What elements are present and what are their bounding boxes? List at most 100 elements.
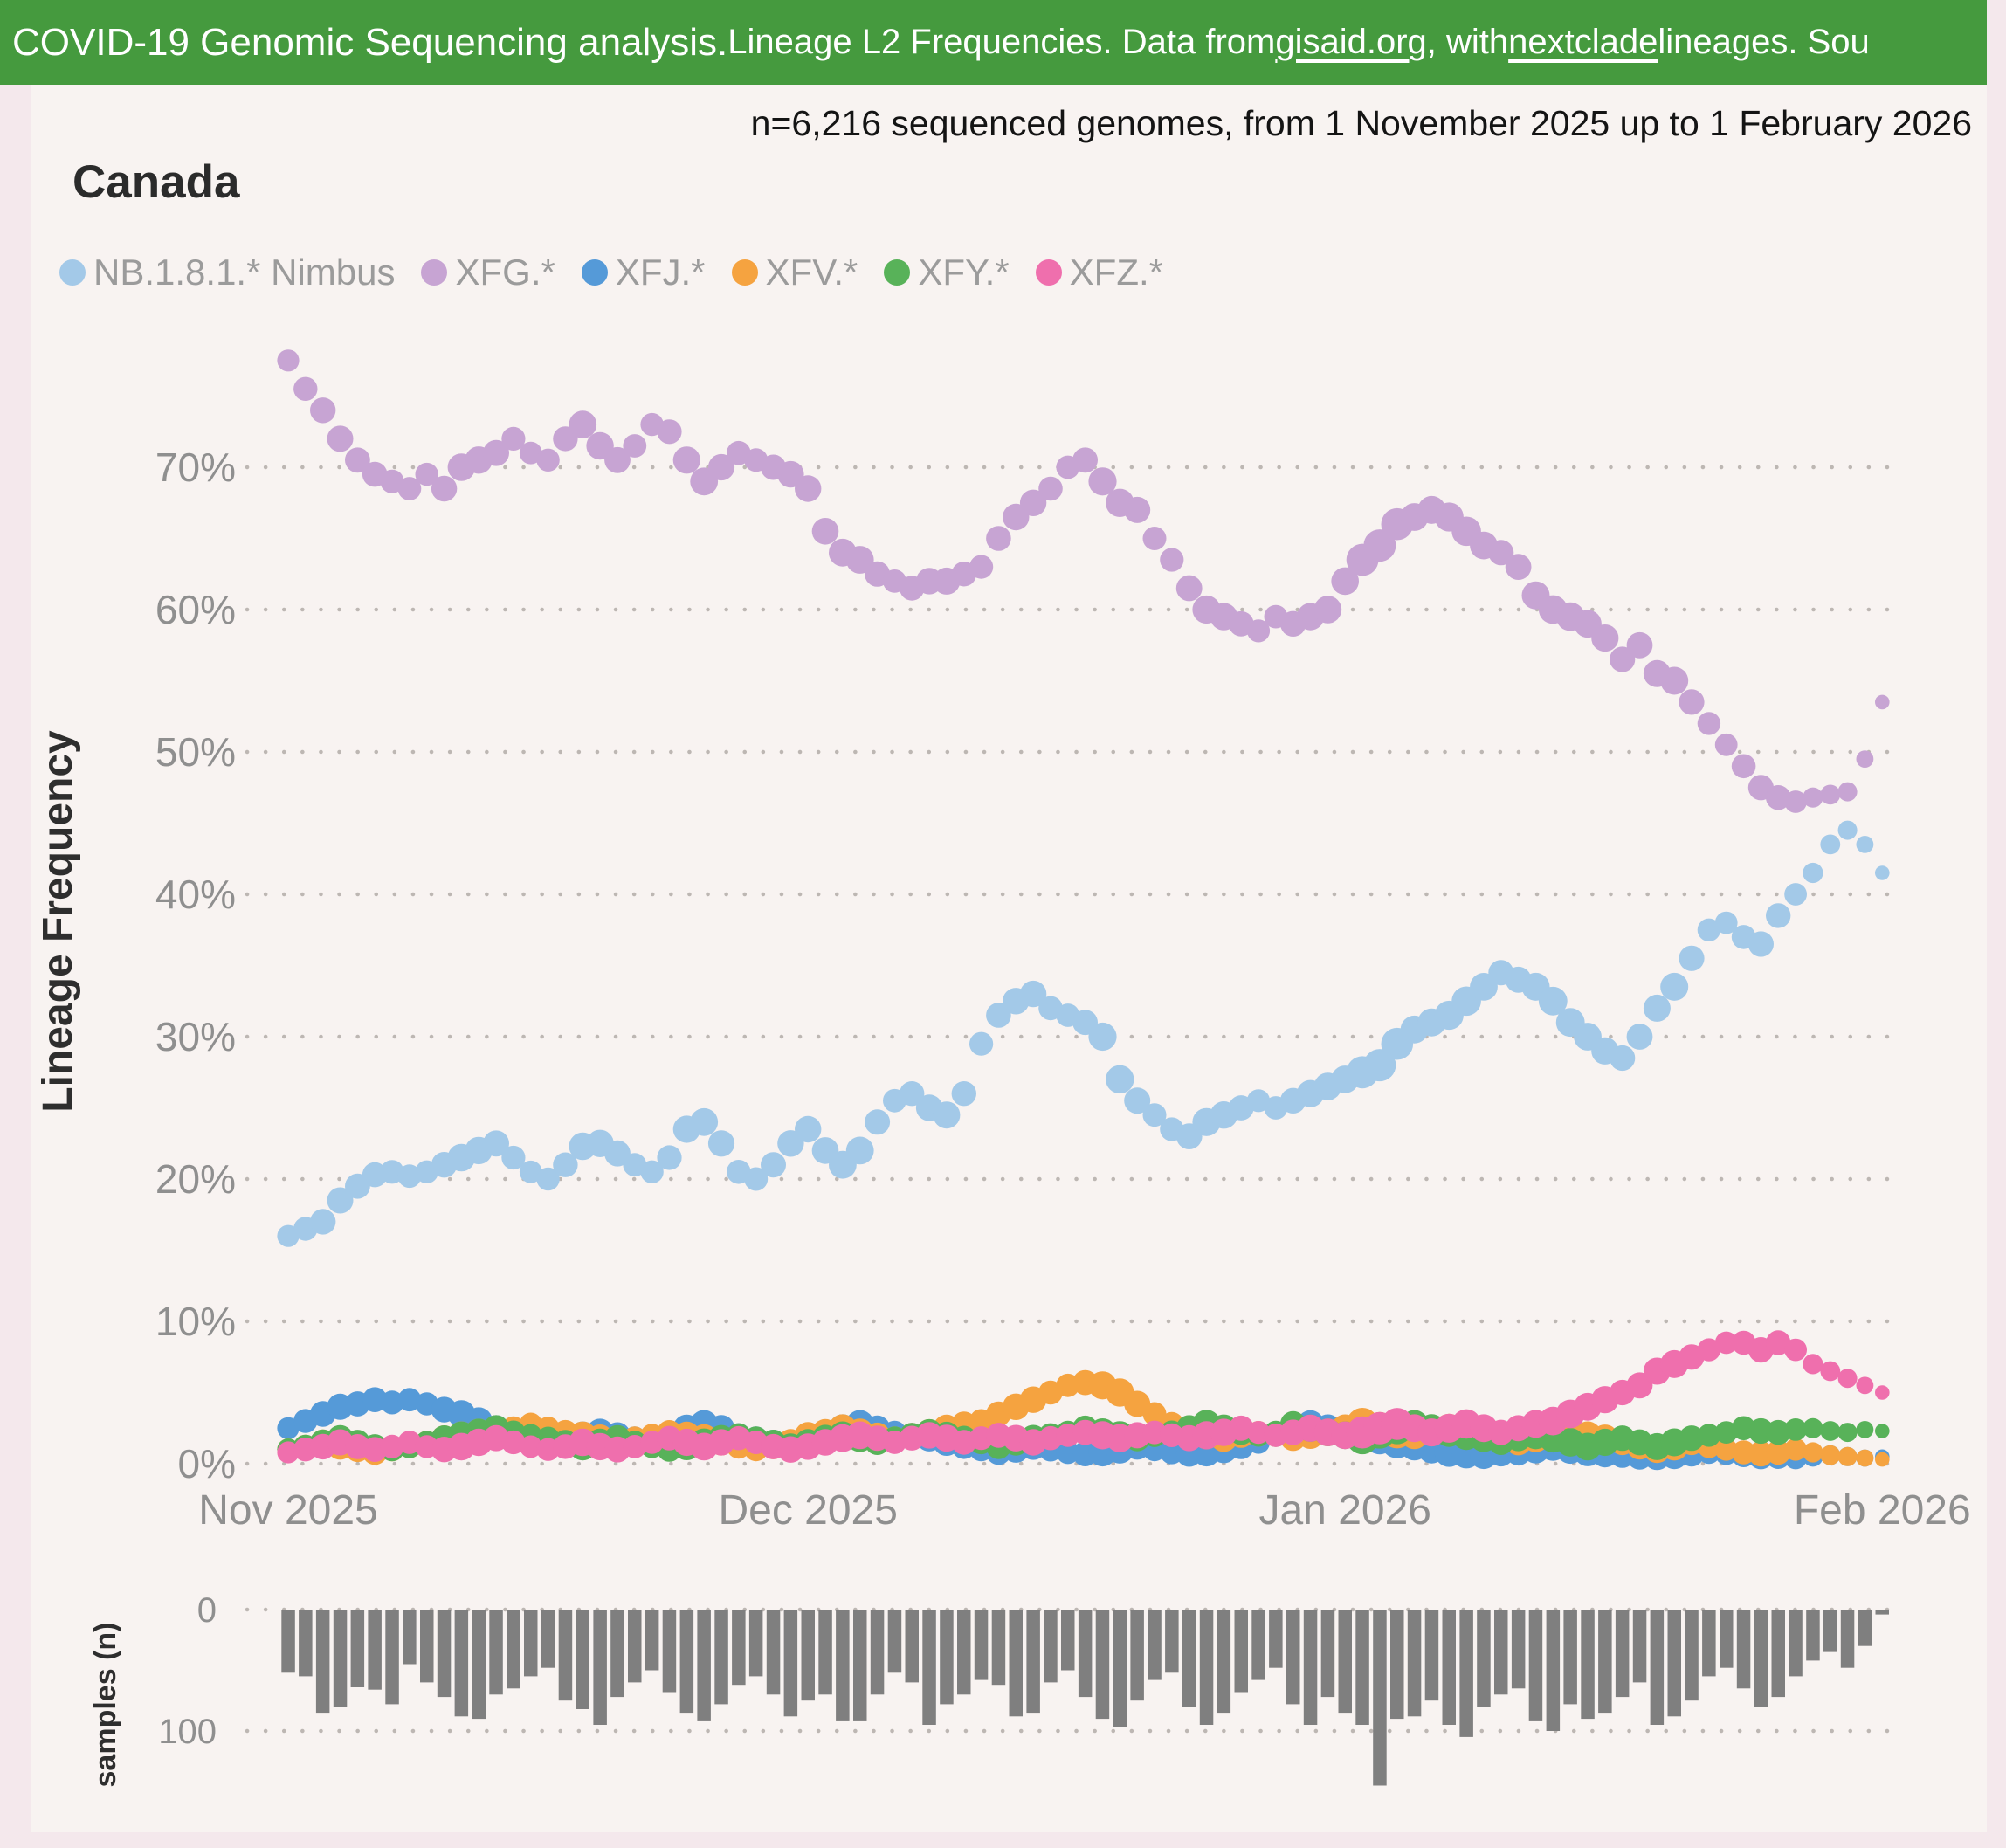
data-point-xfj [380, 1390, 404, 1415]
sample-bar [1026, 1610, 1040, 1714]
data-point-nb181nimbus [1697, 918, 1721, 942]
data-point-xfz [501, 1430, 526, 1455]
sample-bar [887, 1610, 902, 1673]
data-point-xfv [1803, 1442, 1823, 1463]
sample-bar [333, 1610, 348, 1707]
data-point-nb181nimbus [1820, 834, 1841, 855]
data-point-xfg [657, 419, 682, 445]
legend-item-xfg[interactable]: XFG.* [421, 252, 555, 293]
sample-bar [1563, 1610, 1577, 1705]
data-point-xfy [1784, 1418, 1807, 1441]
sample-bar [645, 1610, 659, 1671]
data-point-nb181nimbus [1837, 820, 1858, 840]
data-point-xfz [1856, 1376, 1874, 1395]
legend-item-xfy[interactable]: XFY.* [884, 252, 1010, 293]
data-point-xfg [1731, 754, 1756, 779]
legend-swatch-xfz-icon [1035, 259, 1062, 286]
sample-bar [1217, 1610, 1231, 1714]
sample-bar [1598, 1610, 1612, 1714]
sample-bar [1286, 1610, 1300, 1705]
data-point-xfg [1610, 646, 1636, 672]
data-point-nb181nimbus [483, 1130, 509, 1157]
legend-label: XFV.* [765, 252, 858, 293]
sample-bar [801, 1610, 815, 1701]
legend-item-xfz[interactable]: XFZ.* [1035, 252, 1163, 293]
sample-bar [1061, 1610, 1075, 1671]
data-point-xfz [1820, 1361, 1841, 1382]
sample-bar [507, 1610, 520, 1689]
data-point-nb181nimbus [986, 1003, 1011, 1028]
sample-bar [628, 1610, 642, 1683]
data-point-nb181nimbus [951, 1081, 977, 1107]
sample-bar [1182, 1610, 1196, 1707]
data-point-nb181nimbus [1660, 972, 1689, 1001]
axis-label: 10% [155, 1299, 236, 1344]
data-point-xfz [1875, 1385, 1890, 1400]
sample-bar [1320, 1610, 1335, 1698]
data-point-xfg [536, 448, 560, 472]
data-point-nb181nimbus [1142, 1103, 1167, 1127]
legend-item-xfv[interactable]: XFV.* [731, 252, 858, 293]
data-point-nb181nimbus [397, 1164, 422, 1189]
sample-bar [922, 1610, 936, 1725]
sample-bar [991, 1610, 1006, 1686]
data-point-xfg [707, 453, 735, 481]
sample-bar [454, 1610, 469, 1717]
data-point-nb181nimbus [1088, 1022, 1117, 1052]
data-point-nb181nimbus [1875, 865, 1890, 880]
sample-bar [385, 1610, 399, 1705]
data-point-nb181nimbus [536, 1167, 560, 1191]
legend-item-xfj[interactable]: XFJ.* [581, 252, 706, 293]
legend-swatch-xfg-icon [421, 259, 448, 286]
data-point-xfy [1837, 1423, 1858, 1443]
sample-bar [1113, 1610, 1127, 1727]
data-point-xfg [431, 475, 458, 502]
sample-bar [1685, 1610, 1699, 1701]
data-point-xfg [623, 434, 647, 458]
data-point-xfz [1837, 1369, 1858, 1389]
gisaid-link[interactable]: gisaid.org [1275, 23, 1427, 61]
data-point-xfg [604, 446, 631, 473]
sample-bar [1338, 1610, 1352, 1714]
legend-swatch-xfv-icon [731, 259, 758, 286]
data-point-xfg [345, 447, 370, 473]
legend-item-nb181[interactable]: NB.1.8.1.* Nimbus [59, 252, 395, 293]
sample-bar [610, 1610, 624, 1698]
data-point-xfz [1246, 1421, 1271, 1445]
data-point-xfy [1697, 1424, 1721, 1447]
sample-bar [1009, 1610, 1023, 1717]
region-title: Canada [72, 156, 240, 208]
sample-bar [489, 1610, 503, 1695]
legend-label: XFJ.* [615, 252, 706, 293]
data-point-xfg [1488, 540, 1514, 566]
data-point-xfg [1784, 790, 1807, 813]
nextclade-link[interactable]: nextclade [1508, 23, 1658, 61]
data-point-nb181nimbus [1747, 931, 1774, 957]
sample-bar [368, 1610, 382, 1690]
sample-bar [1373, 1610, 1387, 1786]
app-header: COVID-19 Genomic Sequencing analysis. Li… [0, 0, 1987, 85]
data-point-xfg [483, 439, 509, 466]
data-point-nb181nimbus [1679, 945, 1705, 971]
axis-label: Jan 2026 [1258, 1487, 1431, 1534]
data-point-xfv [1784, 1438, 1807, 1461]
legend-label: XFY.* [918, 252, 1010, 293]
sample-bar [420, 1610, 434, 1683]
data-point-xfg [310, 397, 336, 424]
data-point-nb181nimbus [1124, 1087, 1151, 1114]
data-point-xfy [1766, 1419, 1791, 1445]
sample-bar [1494, 1610, 1508, 1695]
data-point-xfg [811, 518, 839, 545]
sample-bar [1130, 1610, 1144, 1701]
legend-label: XFG.* [455, 252, 555, 293]
sample-bar [1477, 1610, 1491, 1707]
data-point-xfg [1679, 689, 1705, 715]
axis-label: 60% [155, 587, 236, 632]
data-point-xfg [1088, 467, 1117, 496]
data-point-nb181nimbus [501, 1145, 526, 1170]
sample-bar [299, 1610, 313, 1677]
sample-bar [766, 1610, 781, 1695]
axis-label: Nov 2025 [198, 1487, 377, 1534]
data-point-xfg [1313, 596, 1342, 624]
